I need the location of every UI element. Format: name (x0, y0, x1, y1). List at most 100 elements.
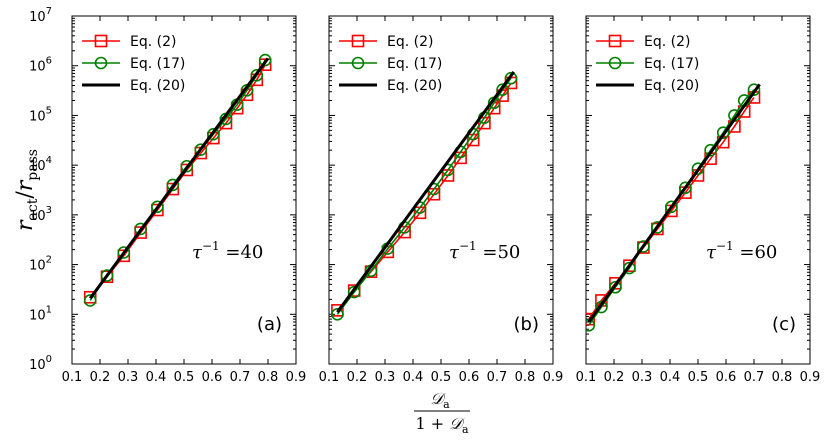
y-tick-exponent: 5 (46, 105, 52, 116)
y-tick-base: 10 (29, 358, 46, 373)
x-tick-label: 0.7 (487, 370, 508, 385)
xlabel-denominator: 𝒟 (449, 414, 465, 433)
x-tick-label: 0.8 (772, 370, 793, 385)
legend: Eq. (2) Eq. (17) Eq. (20) (339, 34, 442, 94)
y-tick-base: 10 (29, 308, 46, 323)
xlabel-denominator-pre: 1 + (415, 414, 449, 433)
x-tick-label: 0.5 (688, 370, 709, 385)
data-point-eq17 (347, 285, 361, 299)
y-tick-label: 107 (29, 6, 52, 25)
y-tick-label: 106 (29, 56, 52, 75)
y-tick-exponent: 3 (46, 205, 52, 216)
ylabel-sub-2: pass (25, 149, 41, 181)
y-tick-label: 100 (29, 354, 52, 373)
x-tick-label: 0.2 (347, 370, 368, 385)
data-point-eq2 (609, 277, 622, 290)
legend-label: Eq. (20) (387, 78, 442, 94)
series-line-eq20 (587, 83, 761, 323)
x-tick-label: 0.1 (62, 370, 83, 385)
y-tick-base: 10 (29, 209, 46, 224)
tau-exponent: −1 (716, 239, 734, 253)
y-tick-exponent: 4 (46, 155, 52, 166)
data-point-eq2 (117, 249, 131, 263)
panel-1: 0.1 0.2 0.3 0.4 0.5 0.6 0.7 0.8 0.91001011021031… (29, 6, 306, 385)
data-point-eq17 (504, 71, 518, 85)
legend-marker-circle (608, 56, 622, 70)
legend-label: Eq. (2) (130, 34, 176, 50)
y-tick-base: 10 (29, 259, 46, 274)
panel-3: 0.1 0.2 0.3 0.4 0.5 0.6 0.7 0.8 0.9 Eq. (2) Eq. (1… (576, 15, 820, 385)
x-axis-label: 𝒟a 1 + 𝒟a (414, 389, 470, 436)
y-tick-label: 101 (29, 304, 52, 323)
data-point-eq17 (117, 246, 131, 259)
data-point-eq17 (151, 200, 164, 214)
ylabel-sub-1: act (25, 198, 41, 220)
x-tick-label: 0.6 (202, 370, 223, 385)
data-point-eq17 (194, 143, 208, 156)
y-tick-base: 10 (29, 159, 46, 174)
legend-marker-circle (351, 56, 365, 70)
data-point-eq17 (623, 261, 636, 275)
legend-label: Eq. (17) (644, 56, 699, 72)
data-point-eq17 (637, 240, 650, 253)
legend-label: Eq. (20) (130, 78, 185, 94)
series-line-eq20 (336, 71, 516, 314)
x-tick-label: 0.2 (90, 370, 111, 385)
x-tick-label: 0.7 (230, 370, 251, 385)
tau-exponent: −1 (202, 239, 220, 253)
y-tick-exponent: 6 (46, 56, 52, 67)
y-tick-label: 103 (29, 205, 52, 224)
xlabel-numerator-sub: a (443, 398, 450, 411)
data-point-eq17 (258, 53, 272, 67)
tau-symbol: τ (192, 242, 203, 263)
x-tick-label: 0.1 (319, 370, 340, 385)
data-point-eq2 (83, 290, 97, 304)
legend-label: Eq. (2) (644, 34, 690, 50)
data-point-eq17 (83, 294, 97, 307)
data-point-eq17 (134, 222, 147, 236)
plot-area (83, 53, 272, 307)
panel-label: (b) (514, 314, 539, 335)
tau-annotation: τ−1 =60 (706, 239, 777, 263)
data-point-eq17 (595, 300, 608, 314)
y-tick-exponent: 7 (46, 6, 52, 17)
xlabel-numerator: 𝒟 (430, 389, 446, 408)
legend-label: Eq. (2) (387, 34, 433, 50)
x-tick-label: 0.3 (632, 370, 653, 385)
x-tick-label: 0.6 (459, 370, 480, 385)
data-point-eq17 (651, 221, 664, 234)
tau-value: =40 (220, 242, 264, 263)
xlabel-denominator-sub: a (462, 423, 469, 436)
y-tick-label: 105 (29, 105, 52, 124)
x-tick-label: 0.3 (118, 370, 139, 385)
y-tick-base: 10 (29, 10, 46, 25)
legend-label: Eq. (17) (387, 56, 442, 72)
svg-text:1 + 𝒟a: 1 + 𝒟a (415, 414, 469, 436)
legend-marker-square (608, 34, 622, 48)
plot-area (586, 83, 761, 332)
data-point-eq17 (207, 127, 220, 141)
tau-annotation: τ−1 =40 (192, 239, 263, 263)
data-point-eq17 (716, 126, 730, 139)
x-tick-label: 0.8 (258, 370, 279, 385)
data-point-eq17 (747, 83, 761, 96)
y-tick-exponent: 0 (46, 354, 52, 365)
data-point-eq2 (180, 163, 194, 177)
x-tick-label: 0.8 (515, 370, 536, 385)
data-point-eq17 (180, 159, 194, 173)
tau-annotation: τ−1 =50 (449, 239, 520, 263)
svg-text:𝒟a: 𝒟a (430, 389, 450, 411)
y-tick-base: 10 (29, 109, 46, 124)
legend-marker-square (94, 34, 108, 48)
y-tick-exponent: 2 (46, 255, 52, 266)
tau-symbol: τ (706, 242, 717, 263)
y-tick-base: 10 (29, 60, 46, 75)
tau-symbol: τ (449, 242, 460, 263)
data-point-eq17 (331, 307, 344, 321)
data-point-eq17 (250, 69, 264, 82)
x-tick-label: 0.5 (431, 370, 452, 385)
series-line-eq17 (336, 77, 512, 315)
legend-marker-circle (94, 56, 108, 70)
x-tick-label: 0.4 (403, 370, 424, 385)
